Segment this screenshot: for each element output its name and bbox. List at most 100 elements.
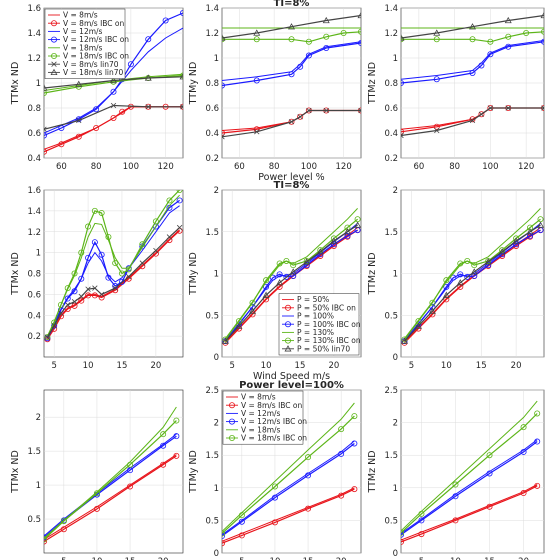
data-point [91,292,98,299]
data-point [222,533,225,540]
data-point [110,76,117,84]
data-point [297,63,304,70]
data-point [222,530,225,537]
data-point [505,43,512,50]
data-point [401,34,405,41]
y-tick-label: 1 [36,249,41,259]
data-point [484,258,492,265]
data-point [58,310,64,316]
data-point [139,260,145,266]
data-point [64,285,71,292]
data-point [276,260,283,267]
y-tick-label: 1.2 [27,54,41,64]
data-point [429,299,436,306]
series-line-black [224,224,358,342]
data-point [534,438,541,445]
data-point [76,117,82,124]
data-point [176,224,183,231]
legend-marker [51,20,58,27]
data-point [166,234,173,240]
data-point [271,494,278,501]
data-point [401,80,404,86]
legend-label: V = 8m/s [241,393,276,402]
data-point [452,481,459,488]
legend-label: P = 130% IBC on [297,336,361,345]
legend-marker [51,36,58,43]
y-tick-label: 1.5 [27,447,41,457]
series-group [222,208,361,346]
legend-marker [50,68,58,76]
data-point [98,291,105,298]
data-point [144,74,152,81]
data-point [504,16,512,24]
data-point [283,257,290,264]
y-tick-label: 2 [393,186,398,196]
x-tick-label: 15 [484,557,495,560]
y-tick-label: 1.6 [27,4,41,14]
data-point [505,105,511,111]
data-point [71,288,78,295]
data-point [180,72,183,79]
legend-marker [51,53,58,60]
data-point [464,273,471,280]
data-point [443,277,450,284]
data-point [276,279,284,286]
y-axis-label: TTMx ND [10,62,21,106]
data-point [351,440,358,447]
x-tick-label: 80 [91,162,102,172]
series-line-green [46,190,181,338]
data-point [478,62,485,69]
data-point [414,322,422,329]
data-point [452,493,459,500]
data-point [173,417,180,424]
data-point [85,286,91,292]
data-point [235,322,243,329]
y-tick-label: 0.2 [384,154,398,164]
data-point [541,105,544,111]
y-tick-label: 2.5 [205,386,219,396]
x-tick-label: 100 [123,162,139,172]
y-tick-label: 0 [393,549,398,559]
x-tick-label: 20 [518,557,529,560]
data-point [457,271,464,278]
data-point [457,283,464,290]
data-point [127,461,134,468]
data-point [288,119,295,125]
series-line-black [222,14,361,39]
series-line-blue [222,440,355,536]
series-line-green [401,31,544,43]
x-tick-label: 120 [158,162,174,172]
x-tick-label: 10 [450,557,461,560]
data-point [91,207,98,214]
legend-marker [284,304,291,311]
legend-box [222,390,304,445]
x-tick-label: 60 [413,162,424,172]
data-point [288,118,295,125]
y-tick-label: 0.5 [27,515,41,525]
data-point [110,115,117,122]
legend-label: V = 12m/s IBC on [63,35,129,44]
series-group [401,208,544,346]
x-tick-label: 60 [56,162,67,172]
legend-marker [228,434,235,441]
data-point [125,266,132,273]
data-point [401,529,404,536]
data-point [91,239,98,246]
x-tick-label: 10 [441,361,452,371]
data-point [51,323,57,329]
y-tick-label: 0.8 [384,79,398,89]
data-point [44,536,47,543]
x-tick-label: 20 [511,361,522,371]
y-tick-label: 0 [214,549,219,559]
legend-label: V = 12m/s IBC on [241,417,307,426]
axes-box [400,389,545,554]
data-point [160,431,167,438]
data-point [433,29,441,36]
x-tick-label: 5 [239,557,244,560]
x-tick-label: 120 [336,162,352,172]
data-point [249,307,256,314]
data-point [289,268,297,275]
data-point [540,11,544,19]
data-point [527,232,534,239]
